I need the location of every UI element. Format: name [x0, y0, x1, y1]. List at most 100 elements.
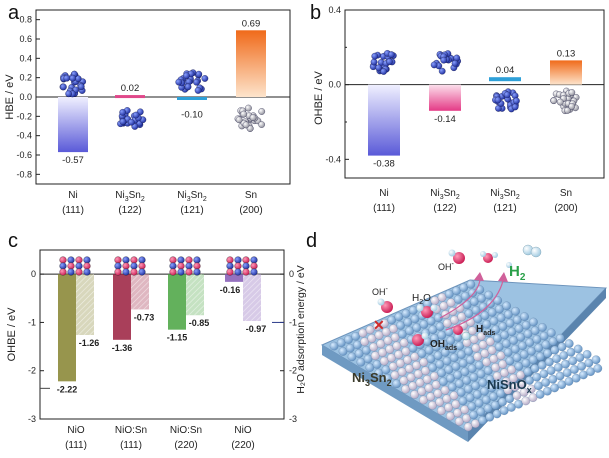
y-tick-label: -2: [28, 366, 36, 376]
y-tick-label: -0.4: [16, 131, 32, 141]
y2-tick-label: -1: [289, 317, 297, 327]
h2o-molecule: [416, 304, 438, 318]
x-tick-label: Ni: [379, 188, 388, 199]
y-axis-label: OHBE / eV: [6, 307, 18, 361]
chart-panel-c: 0 0 -1 -1 -2 -2 -3 -3 OHBE / eV H₂O adsorption en…: [6, 249, 307, 451]
bar-ohbe: [168, 274, 186, 330]
x-tick-facet-label: (111): [373, 203, 395, 214]
bar: [550, 60, 582, 85]
bar: [368, 84, 400, 156]
data-label: 0.02: [121, 83, 140, 94]
y-tick-label: -1: [28, 317, 36, 327]
x-tick-label: Sn: [560, 188, 572, 199]
x-tick-label: Ni3Sn2: [177, 190, 207, 203]
axes-frame: [344, 9, 605, 179]
h-atom-small: [506, 262, 512, 268]
h2-molecule: [522, 244, 542, 258]
panel-label-b: b: [310, 2, 321, 24]
structure-ni3sn2-122: [117, 107, 147, 130]
oxide-structure: [226, 256, 258, 276]
data-label: -0.10: [181, 110, 203, 121]
axes-frame: [39, 249, 285, 420]
bar: [429, 84, 461, 111]
data-label-ohbe: -2.22: [57, 384, 78, 394]
x-tick-facet-label: (200): [239, 205, 262, 216]
slab-side-front: [322, 345, 468, 442]
x-tick-facet-label: (122): [118, 205, 141, 216]
chart-panel-a: 0.8 0.6 0.4 0.2 0.0 -0.2 -0.4 -0.6 -0.8 HBE / eV -…: [4, 9, 291, 216]
x-tick-label: Ni3Sn2: [115, 190, 145, 203]
bar: [489, 77, 521, 82]
x-tick-label: Ni3Sn2: [490, 188, 520, 201]
x-tick-facet-label: (220): [174, 440, 197, 451]
y-tick-label: 0.4: [328, 5, 341, 15]
data-label: -0.57: [62, 155, 84, 166]
bar-hatch: [76, 274, 94, 335]
y-tick-label: 0: [31, 269, 36, 279]
y-axis-label: OHBE / eV: [313, 70, 325, 124]
y-tick-label: 0.4: [19, 53, 32, 63]
structure-ni3sn2-121: [492, 88, 520, 113]
y-tick-label: 0.0: [328, 80, 341, 90]
x-tick-label: Sn: [245, 190, 257, 201]
cross-icon: ✕: [373, 317, 385, 333]
x-tick-facet-label: (111): [120, 440, 142, 451]
panel-label-a: a: [8, 2, 20, 24]
data-label: -0.38: [373, 159, 395, 170]
data-label-h2o: -1.26: [79, 338, 100, 348]
reaction-arrow-2: [445, 275, 505, 331]
structure-sn200: [234, 104, 266, 132]
y-tick-label: -0.2: [16, 111, 32, 121]
bar-hatch: [131, 274, 149, 310]
bar: [236, 30, 266, 97]
x-tick-label: NiO: [67, 425, 84, 436]
oh-ads-molecule: [412, 332, 429, 346]
x-tick-label: Ni3Sn2: [430, 188, 460, 201]
oh-minus-label-left: OH-: [372, 286, 389, 297]
oxide-structure: [114, 256, 146, 276]
structure-ni3sn2-122: [430, 50, 461, 75]
y-tick-label: -3: [28, 414, 36, 424]
panel-label-d: d: [306, 230, 317, 252]
x-tick-label: Ni: [68, 190, 77, 201]
data-label-ohbe: -0.16: [220, 285, 241, 295]
x-tick-label: NiO:Sn: [170, 425, 202, 436]
h-ads-label: Hads: [476, 324, 495, 337]
oh-minus-left-molecule: [377, 298, 393, 313]
data-label-ohbe: -1.36: [112, 343, 133, 353]
y-axis-label: HBE / eV: [4, 74, 16, 120]
bar: [58, 97, 88, 153]
x-tick-facet-label: (121): [493, 203, 516, 214]
x-tick-facet-label: (111): [65, 440, 87, 451]
data-label: 0.04: [496, 65, 515, 76]
y2-axis-label: H₂O adsorption energy / eV: [295, 265, 307, 393]
y-tick-label: 0.2: [19, 73, 32, 83]
h2o-top-molecule: [480, 251, 498, 263]
data-label: 0.69: [242, 18, 261, 29]
y-tick-label: 0.0: [19, 92, 32, 102]
y-tick-label: 0.6: [19, 34, 32, 44]
x-tick-facet-label: (122): [433, 203, 456, 214]
data-label: 0.13: [557, 48, 576, 59]
schematic-panel-d: OH- ✕ H2O OH- H2 OHads Hads Ni3Sn2 NiSnO…: [320, 244, 608, 442]
y-tick-label: 0.8: [19, 15, 32, 25]
ni3sn2-label: Ni3Sn2: [352, 370, 392, 388]
h-ads-atom: [453, 325, 471, 341]
bar-ohbe: [225, 274, 243, 282]
oh-minus-label-top: OH-: [438, 261, 455, 272]
panel-label-c: c: [8, 230, 18, 252]
reaction-arrow-2-head: [498, 272, 508, 282]
y-tick-label: -0.6: [16, 150, 32, 160]
oh-ads-label: OHads: [430, 339, 457, 352]
h2-label: H2: [509, 263, 526, 283]
y2-tick-label: -2: [289, 366, 297, 376]
y2-tick-label: 0: [289, 269, 294, 279]
bar: [177, 97, 207, 100]
bar-ohbe: [58, 274, 76, 382]
bar: [115, 95, 145, 99]
oh-minus-top-molecule: [448, 249, 465, 264]
data-label-h2o: -0.85: [189, 318, 210, 328]
slab-atoms: [329, 279, 603, 432]
x-tick-label: NiO:Sn: [115, 425, 147, 436]
